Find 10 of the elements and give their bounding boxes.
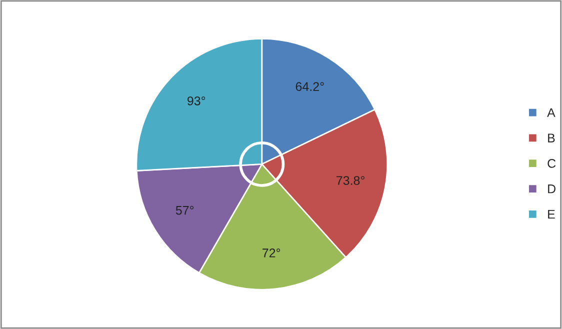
data-label: 72°	[262, 248, 280, 258]
legend-label: A	[547, 108, 556, 117]
legend-label: D	[548, 184, 556, 194]
data-label: 73.8°	[336, 176, 364, 185]
legend-label: C	[548, 159, 556, 168]
data-label: 93°	[188, 96, 206, 106]
data-label: 64.2°	[296, 82, 324, 91]
legend-label: B	[548, 134, 555, 142]
legend-label: E	[548, 210, 555, 219]
data-label: 57°	[176, 206, 194, 215]
